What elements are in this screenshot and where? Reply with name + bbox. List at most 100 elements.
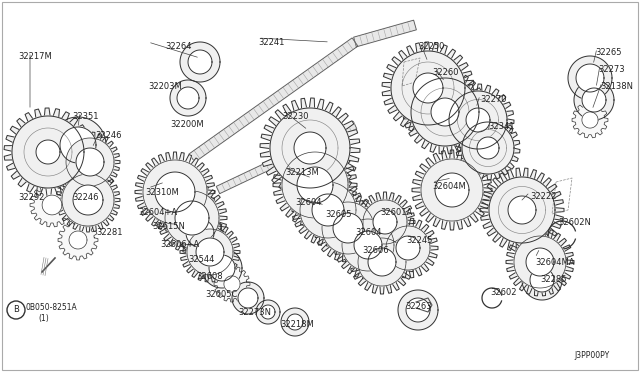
- Text: 32606: 32606: [362, 246, 388, 255]
- Text: 32213M: 32213M: [285, 168, 319, 177]
- Polygon shape: [202, 248, 242, 288]
- Polygon shape: [406, 298, 430, 322]
- Text: 32270: 32270: [480, 95, 506, 104]
- Text: 32217M: 32217M: [18, 52, 52, 61]
- Polygon shape: [382, 42, 474, 134]
- Polygon shape: [186, 219, 214, 247]
- Polygon shape: [238, 288, 258, 308]
- Polygon shape: [294, 132, 326, 164]
- Polygon shape: [576, 64, 604, 92]
- Text: 32241: 32241: [258, 38, 284, 47]
- Text: 0B050-8251A: 0B050-8251A: [26, 302, 77, 311]
- Polygon shape: [62, 174, 114, 226]
- Polygon shape: [4, 108, 92, 196]
- Text: 32351: 32351: [72, 112, 99, 121]
- Text: 32608: 32608: [196, 272, 223, 281]
- Polygon shape: [378, 218, 438, 278]
- Polygon shape: [175, 201, 209, 235]
- Text: 32203M: 32203M: [148, 82, 182, 91]
- Text: 32263: 32263: [405, 302, 431, 311]
- Text: 32544: 32544: [188, 255, 214, 264]
- Polygon shape: [462, 122, 514, 174]
- Polygon shape: [292, 174, 364, 246]
- Text: 32264: 32264: [165, 42, 191, 51]
- Polygon shape: [489, 177, 555, 243]
- Text: 32250: 32250: [418, 42, 444, 51]
- Text: 32273N: 32273N: [238, 308, 271, 317]
- Polygon shape: [386, 226, 430, 270]
- Polygon shape: [177, 87, 199, 109]
- Text: 32604M: 32604M: [432, 182, 466, 191]
- Text: 32246: 32246: [95, 131, 122, 140]
- Polygon shape: [368, 248, 396, 276]
- Polygon shape: [300, 182, 356, 238]
- Polygon shape: [60, 132, 120, 192]
- Text: 32606+A: 32606+A: [160, 240, 199, 249]
- Polygon shape: [413, 73, 443, 103]
- Text: 32615N: 32615N: [152, 222, 185, 231]
- Polygon shape: [398, 290, 438, 330]
- Polygon shape: [270, 108, 350, 188]
- Text: 32246: 32246: [72, 193, 99, 202]
- Polygon shape: [224, 276, 240, 292]
- Polygon shape: [572, 102, 608, 138]
- Polygon shape: [73, 185, 103, 215]
- Polygon shape: [355, 192, 415, 252]
- Polygon shape: [421, 159, 483, 221]
- Polygon shape: [373, 210, 397, 234]
- Polygon shape: [281, 308, 309, 336]
- Text: B: B: [13, 305, 19, 314]
- Polygon shape: [69, 231, 87, 249]
- Polygon shape: [287, 314, 303, 330]
- Polygon shape: [582, 88, 606, 112]
- Text: 32604: 32604: [295, 198, 321, 207]
- Text: 32218M: 32218M: [280, 320, 314, 329]
- Text: 32602: 32602: [490, 288, 516, 297]
- Text: 32292: 32292: [18, 193, 44, 202]
- Polygon shape: [216, 121, 356, 193]
- Polygon shape: [334, 211, 402, 279]
- Polygon shape: [232, 282, 264, 314]
- Polygon shape: [165, 191, 219, 245]
- Text: 32245: 32245: [406, 236, 433, 245]
- Polygon shape: [187, 229, 233, 275]
- Polygon shape: [180, 222, 240, 282]
- Polygon shape: [514, 236, 566, 288]
- Polygon shape: [50, 117, 106, 173]
- Text: 32602N: 32602N: [558, 218, 591, 227]
- Polygon shape: [350, 230, 414, 294]
- Polygon shape: [135, 152, 215, 232]
- Polygon shape: [58, 220, 98, 260]
- Polygon shape: [568, 56, 612, 100]
- Text: 32601A: 32601A: [380, 208, 412, 217]
- Polygon shape: [180, 42, 220, 82]
- Polygon shape: [157, 183, 227, 253]
- Text: 32604: 32604: [355, 228, 381, 237]
- Polygon shape: [36, 140, 60, 164]
- Polygon shape: [312, 194, 344, 226]
- Polygon shape: [189, 38, 358, 162]
- Text: (1): (1): [38, 314, 49, 323]
- Polygon shape: [297, 167, 333, 203]
- Polygon shape: [12, 116, 84, 188]
- Polygon shape: [522, 260, 562, 300]
- Polygon shape: [66, 138, 114, 186]
- Text: 32273: 32273: [598, 65, 625, 74]
- Polygon shape: [442, 84, 514, 156]
- Polygon shape: [363, 200, 407, 244]
- Polygon shape: [526, 248, 554, 276]
- Text: 32260: 32260: [432, 68, 458, 77]
- Polygon shape: [333, 213, 363, 243]
- Polygon shape: [273, 143, 357, 227]
- Polygon shape: [143, 160, 207, 224]
- Text: 32281: 32281: [96, 228, 122, 237]
- Polygon shape: [322, 202, 374, 254]
- Polygon shape: [155, 172, 195, 212]
- Polygon shape: [56, 168, 120, 232]
- Polygon shape: [403, 70, 487, 154]
- Text: 32265: 32265: [595, 48, 621, 57]
- Polygon shape: [76, 148, 104, 176]
- Polygon shape: [60, 127, 96, 163]
- Text: 32230: 32230: [282, 112, 308, 121]
- Polygon shape: [480, 168, 564, 252]
